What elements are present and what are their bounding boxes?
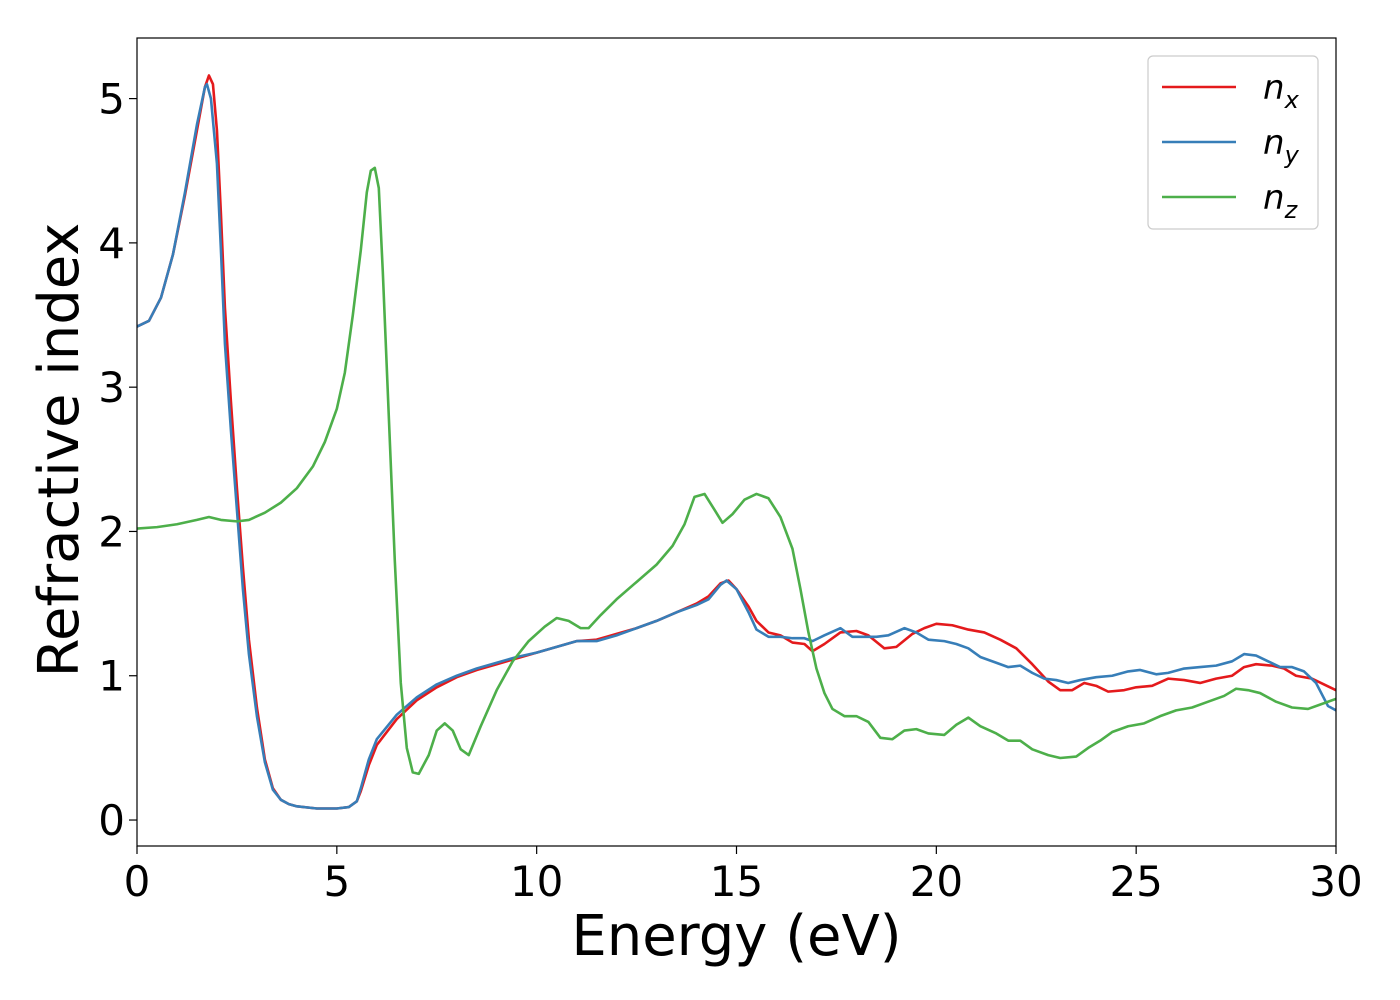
y-tick-label: 1 [98,652,125,701]
x-axis-ticks: 0 5 10 15 20 25 30 [124,846,1363,906]
y-tick-label: 5 [98,75,125,124]
x-tick-label: 0 [124,857,151,906]
x-tick-label: 10 [510,857,563,906]
y-tick-label: 2 [98,507,125,556]
series-line-y [137,82,1336,810]
x-tick-label: 15 [710,857,763,906]
legend: nx ny nz [1147,55,1319,230]
x-axis-label: Energy (eV) [571,904,901,969]
legend-label-y: ny [1263,123,1300,169]
x-tick-label: 25 [1109,857,1162,906]
y-axis-label: Refractive index [27,223,92,678]
y-tick-label: 3 [98,363,125,412]
y-axis-ticks: 0 1 2 3 4 5 [98,75,137,845]
series-line-z [137,166,1336,776]
y-tick-label: 4 [98,219,125,268]
x-tick-label: 30 [1309,857,1362,906]
y-tick-label: 0 [98,796,125,845]
x-tick-label: 20 [910,857,963,906]
legend-label-z: nz [1263,178,1299,224]
legend-label-x: nx [1263,68,1300,114]
x-tick-label: 5 [323,857,350,906]
series-layer [137,74,1336,810]
